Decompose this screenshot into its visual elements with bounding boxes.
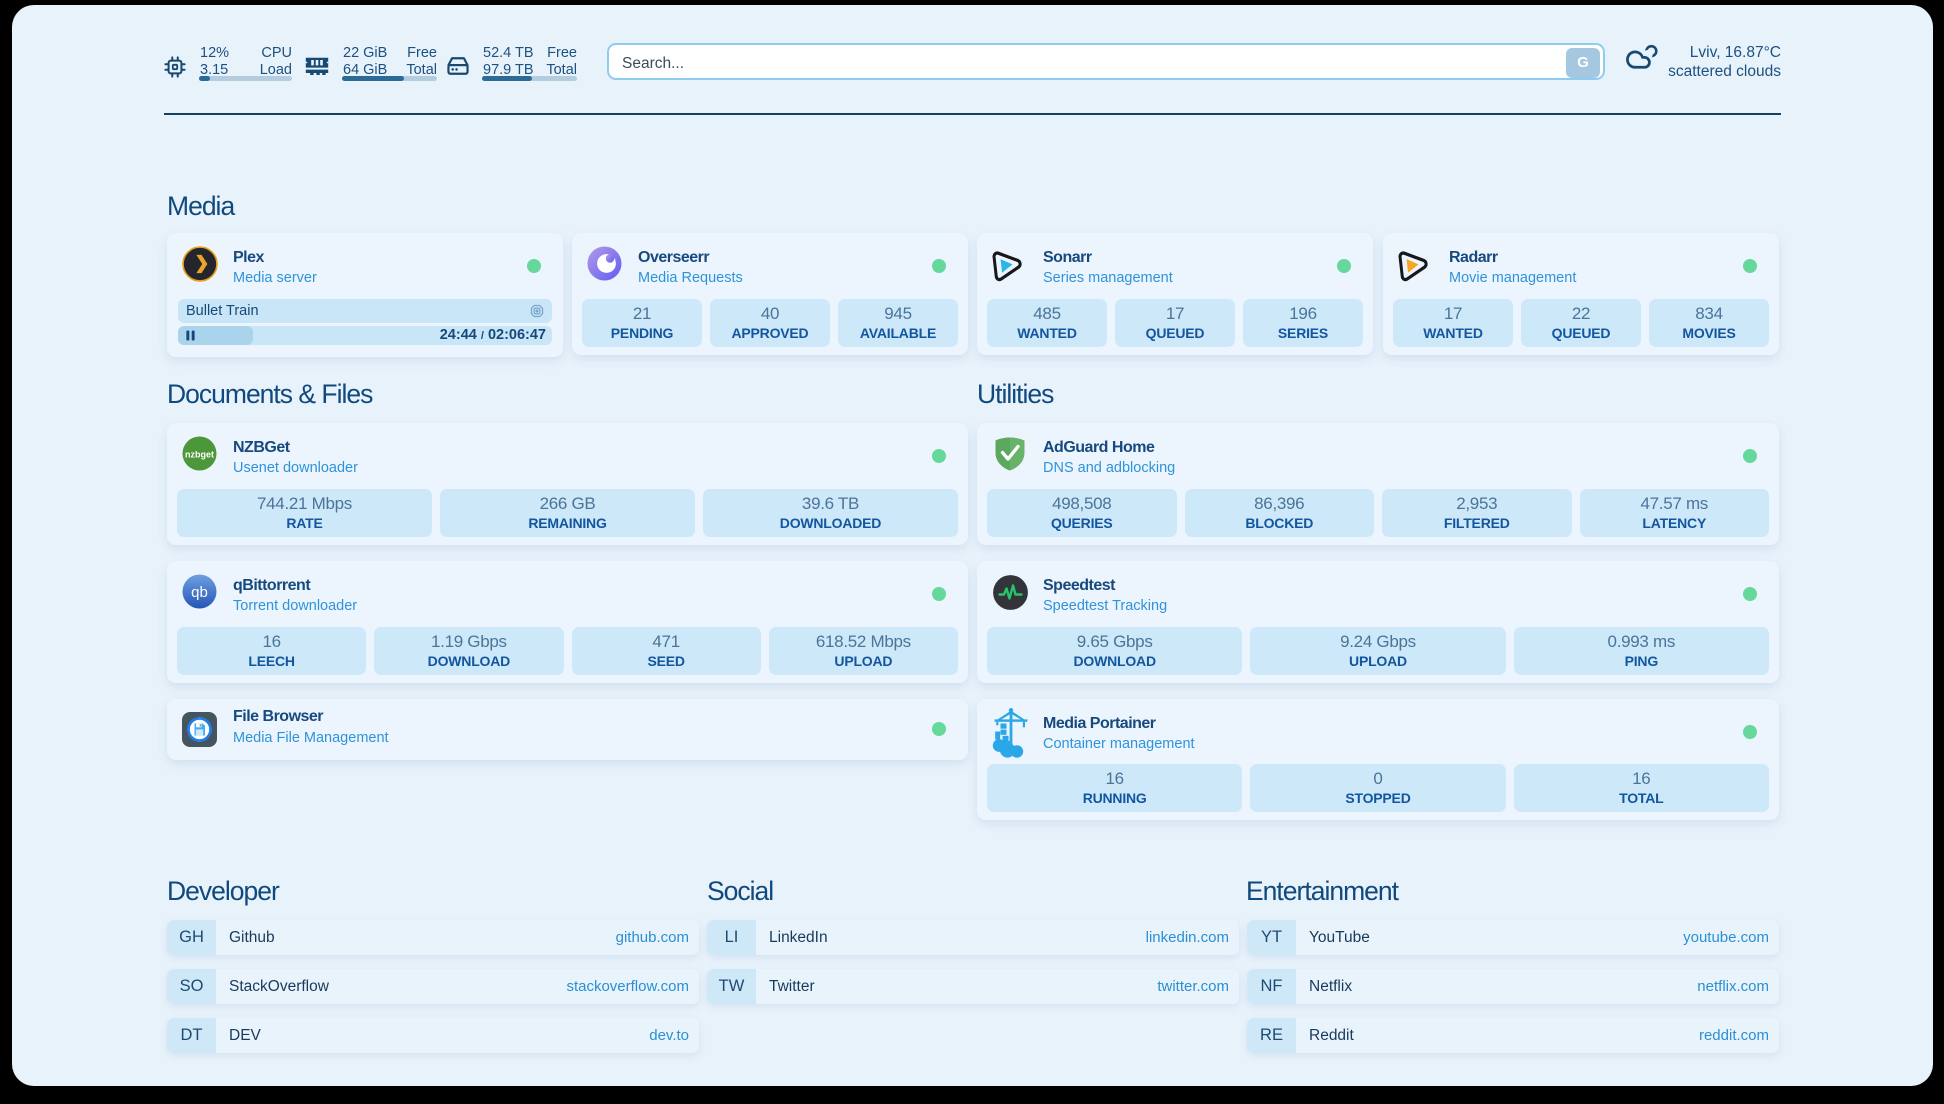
svg-text:qb: qb — [191, 584, 208, 601]
svg-text:nzbget: nzbget — [185, 450, 214, 460]
